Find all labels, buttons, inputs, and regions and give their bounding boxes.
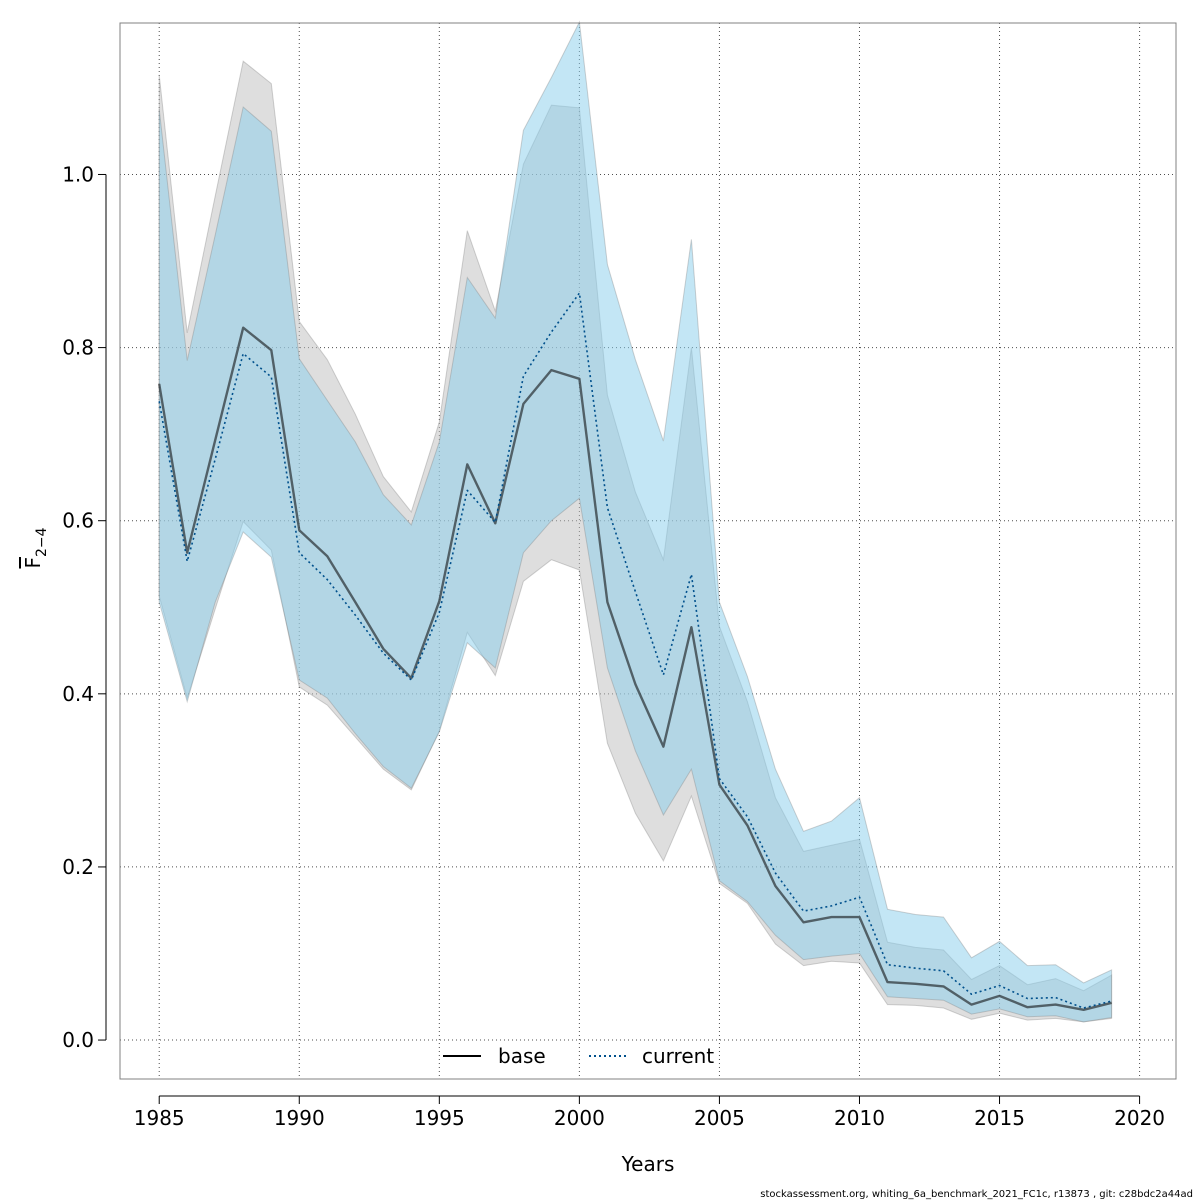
y-tick-label-5: 1.0 xyxy=(62,162,94,186)
y-tick-label-2: 0.4 xyxy=(62,682,94,706)
footer-text: stockassessment.org, whiting_6a_benchmar… xyxy=(760,1189,1193,1200)
y-tick-label-3: 0.6 xyxy=(62,509,94,533)
x-tick-label-2000: 2000 xyxy=(554,1106,605,1130)
confidence-bands xyxy=(158,20,1113,1023)
x-tick-label-1995: 1995 xyxy=(414,1106,465,1130)
y-axis-title-base: F xyxy=(21,557,45,569)
legend-label-current: current xyxy=(642,1044,714,1068)
band-current xyxy=(158,20,1113,1023)
x-tick-label-1985: 1985 xyxy=(134,1106,185,1130)
legend: base current xyxy=(443,1044,714,1068)
x-tick-label-2020: 2020 xyxy=(1114,1106,1165,1130)
legend-label-base: base xyxy=(498,1044,546,1068)
x-axis-title: Years xyxy=(621,1152,675,1176)
x-tick-label-1990: 1990 xyxy=(274,1106,325,1130)
x-tick-label-2010: 2010 xyxy=(834,1106,885,1130)
y-axis-title-subscript: 2−4 xyxy=(34,527,50,557)
series-lines xyxy=(158,292,1112,1011)
x-tick-label-2005: 2005 xyxy=(694,1106,745,1130)
y-axis: 0.0 0.2 0.4 0.6 0.8 1.0 xyxy=(62,162,107,1052)
y-axis-title: F2−4 xyxy=(21,527,50,568)
y-tick-label-1: 0.2 xyxy=(62,855,94,879)
plot-frame xyxy=(119,22,1177,1080)
line-base xyxy=(158,326,1112,1011)
x-axis: 1985 1990 1995 2000 2005 2010 2015 2020 xyxy=(134,1095,1165,1130)
y-tick-label-4: 0.8 xyxy=(62,336,94,360)
y-tick-label-0: 0.0 xyxy=(62,1028,94,1052)
x-tick-label-2015: 2015 xyxy=(974,1106,1025,1130)
